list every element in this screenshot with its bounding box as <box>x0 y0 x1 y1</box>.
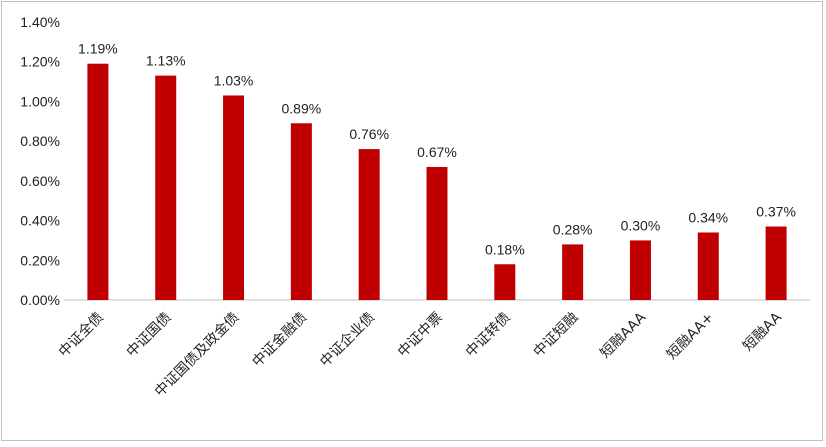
category-label: 短融AA+ <box>664 310 717 363</box>
y-tick-label: 0.80% <box>20 133 60 149</box>
category-label: 中证短融 <box>531 310 582 361</box>
y-axis-ticks: 0.00% 0.20% 0.40% 0.60% 0.80% 1.00% 1.20% 1.40% <box>20 14 60 308</box>
data-label: 0.30% <box>621 217 661 233</box>
category-label: 短融AA <box>740 309 785 354</box>
data-label: 0.28% <box>553 221 593 237</box>
category-label: 中证转债 <box>463 310 514 361</box>
data-label: 1.19% <box>78 41 118 57</box>
bar <box>358 149 380 300</box>
bar <box>87 63 109 301</box>
category-label: 中证金融债 <box>249 310 310 371</box>
y-tick-label: 0.60% <box>20 173 60 189</box>
category-label: 中证全债 <box>55 309 107 361</box>
data-label: 0.89% <box>282 100 322 116</box>
y-tick-label: 0.40% <box>20 213 60 229</box>
data-label: 0.67% <box>417 144 457 160</box>
bar <box>290 123 312 301</box>
bars <box>87 63 787 301</box>
bar <box>765 226 787 300</box>
data-label: 0.34% <box>688 209 728 225</box>
bar <box>562 244 584 300</box>
category-label: 短融AAA <box>597 309 649 361</box>
category-label: 中证企业债 <box>316 309 378 371</box>
data-label: 0.18% <box>485 241 525 257</box>
data-label: 1.13% <box>146 53 186 69</box>
bar <box>697 232 719 300</box>
bar <box>155 75 177 300</box>
bar-chart: 0.00% 0.20% 0.40% 0.60% 0.80% 1.00% 1.20% 1.40%… <box>20 14 810 400</box>
y-tick-label: 0.20% <box>20 252 60 268</box>
data-label: 0.76% <box>349 126 389 142</box>
category-label: 中证国债 <box>124 310 175 361</box>
data-label: 1.03% <box>214 72 254 88</box>
y-tick-label: 1.20% <box>20 54 60 70</box>
y-tick-label: 1.00% <box>20 93 60 109</box>
y-tick-label: 1.40% <box>20 14 60 30</box>
bar <box>629 240 651 300</box>
chart-frame: 0.00% 0.20% 0.40% 0.60% 0.80% 1.00% 1.20% 1.40%… <box>1 1 823 441</box>
bar <box>223 95 245 300</box>
bar <box>426 166 448 300</box>
category-label: 中证中票 <box>395 310 446 361</box>
bar <box>494 264 516 300</box>
data-labels: 1.19% 1.13% 1.03% 0.89% 0.76% 0.67% 0.18% 0.28%… <box>78 41 796 258</box>
y-tick-label: 0.00% <box>20 292 60 308</box>
data-label: 0.37% <box>756 204 796 220</box>
